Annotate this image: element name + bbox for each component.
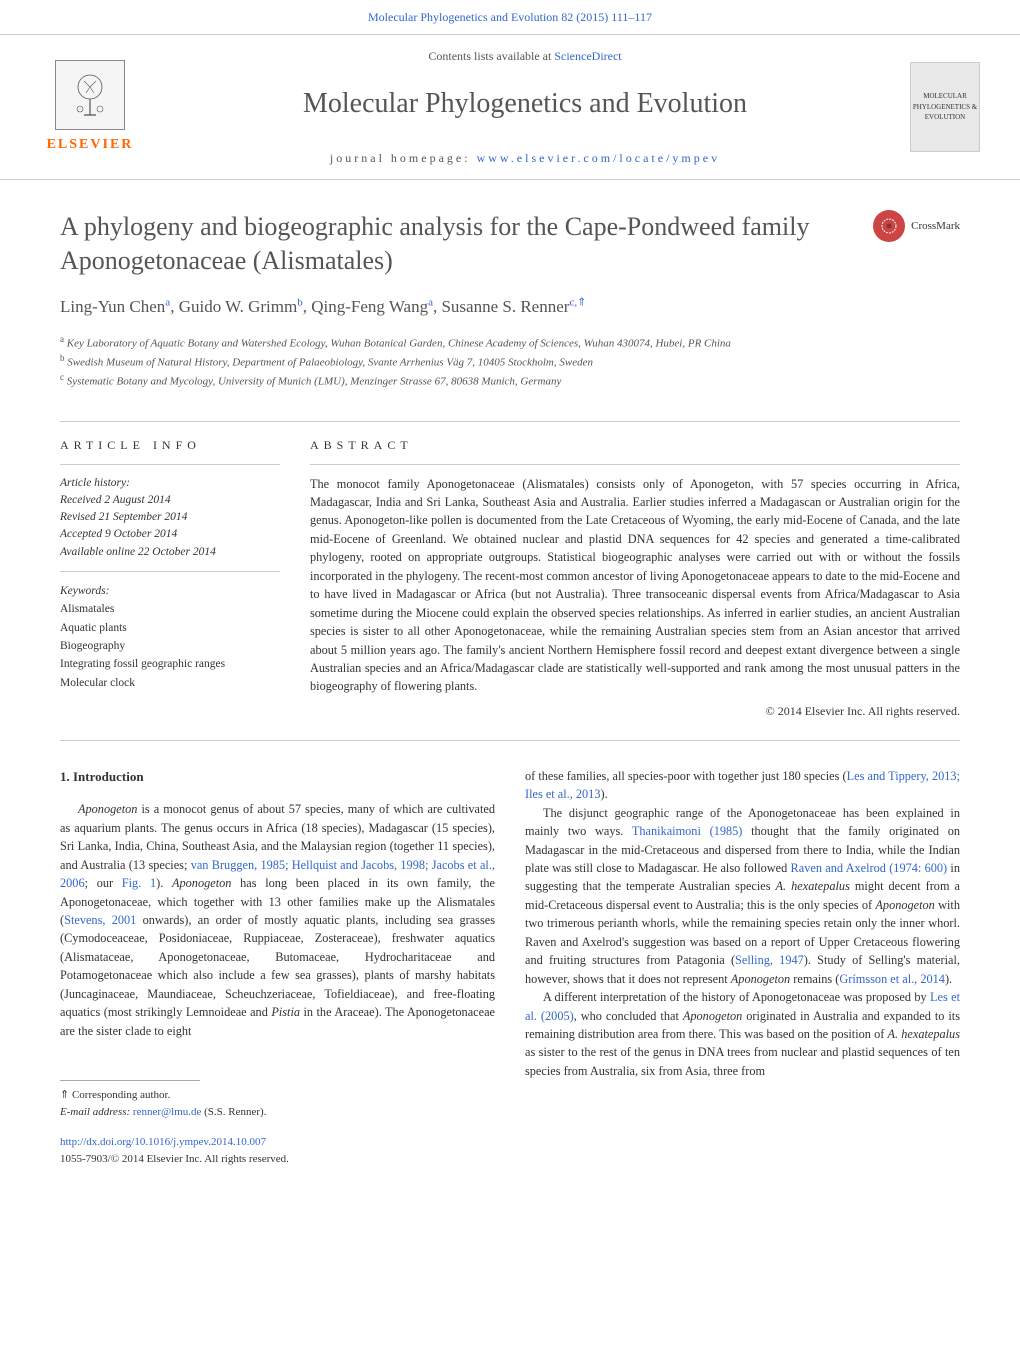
contents-prefix: Contents lists available at: [428, 49, 554, 63]
keywords-block: Keywords: AlismatalesAquatic plantsBioge…: [60, 582, 280, 692]
affiliation-b: b Swedish Museum of Natural History, Dep…: [60, 352, 960, 371]
doi-block: http://dx.doi.org/10.1016/j.ympev.2014.1…: [60, 1134, 495, 1167]
article-info-label: article info: [60, 426, 280, 465]
contents-line: Contents lists available at ScienceDirec…: [140, 47, 910, 65]
keyword-item: Biogeography: [60, 637, 280, 655]
crossmark-label: CrossMark: [911, 218, 960, 235]
email-note: E-mail address: renner@lmu.de (S.S. Renn…: [60, 1104, 495, 1121]
body-columns: 1. Introduction Aponogeton is a monocot …: [0, 741, 1020, 1193]
homepage-prefix: journal homepage:: [330, 151, 477, 165]
elsevier-tree-icon: [55, 60, 125, 130]
article-history: Article history: Received 2 August 2014 …: [60, 475, 280, 572]
abstract-label: abstract: [310, 426, 960, 465]
revised-date: Revised 21 September 2014: [60, 511, 187, 523]
journal-title: Molecular Phylogenetics and Evolution: [140, 83, 910, 125]
issn-line: 1055-7903/© 2014 Elsevier Inc. All right…: [60, 1153, 289, 1165]
homepage-link[interactable]: www.elsevier.com/locate/ympev: [477, 151, 721, 165]
crossmark-badge[interactable]: CrossMark: [873, 210, 960, 242]
intro-text-right: of these families, all species-poor with…: [525, 767, 960, 1080]
accepted-date: Accepted 9 October 2014: [60, 528, 177, 540]
journal-citation[interactable]: Molecular Phylogenetics and Evolution 82…: [0, 0, 1020, 34]
abstract-column: abstract The monocot family Aponogetonac…: [310, 426, 960, 720]
body-col-right: of these families, all species-poor with…: [525, 767, 960, 1167]
elsevier-logo: ELSEVIER: [40, 60, 140, 155]
abstract-copyright: © 2014 Elsevier Inc. All rights reserved…: [310, 702, 960, 720]
article-title: A phylogeny and biogeographic analysis f…: [60, 210, 880, 278]
keyword-item: Integrating fossil geographic ranges: [60, 655, 280, 673]
keyword-item: Aquatic plants: [60, 619, 280, 637]
header-center: Contents lists available at ScienceDirec…: [140, 47, 910, 167]
homepage-line: journal homepage: www.elsevier.com/locat…: [140, 149, 910, 167]
elsevier-wordmark: ELSEVIER: [47, 134, 134, 155]
body-col-left: 1. Introduction Aponogeton is a monocot …: [60, 767, 495, 1167]
affiliation-c: c Systematic Botany and Mycology, Univer…: [60, 371, 960, 390]
doi-link[interactable]: http://dx.doi.org/10.1016/j.ympev.2014.1…: [60, 1136, 266, 1148]
intro-heading: 1. Introduction: [60, 767, 495, 787]
author-list: Ling-Yun Chena, Guido W. Grimmb, Qing-Fe…: [60, 294, 960, 320]
affiliation-a: a Key Laboratory of Aquatic Botany and W…: [60, 333, 960, 352]
corresponding-note: ⇑ Corresponding author.: [60, 1087, 495, 1104]
journal-cover-thumb: MOLECULAR PHYLOGENETICS & EVOLUTION: [910, 62, 980, 152]
abstract-text: The monocot family Aponogetonaceae (Alis…: [310, 475, 960, 696]
sciencedirect-link[interactable]: ScienceDirect: [554, 49, 621, 63]
journal-header: ELSEVIER Contents lists available at Sci…: [0, 34, 1020, 180]
email-link[interactable]: renner@lmu.de: [133, 1106, 201, 1118]
footnote-rule: [60, 1080, 200, 1081]
article-info-column: article info Article history: Received 2…: [60, 426, 280, 720]
keyword-item: Alismatales: [60, 600, 280, 618]
crossmark-icon: [873, 210, 905, 242]
intro-text-left: Aponogeton is a monocot genus of about 5…: [60, 800, 495, 1040]
affiliations: a Key Laboratory of Aquatic Botany and W…: [60, 333, 960, 390]
info-abstract-row: article info Article history: Received 2…: [60, 421, 960, 720]
keyword-item: Molecular clock: [60, 674, 280, 692]
received-date: Received 2 August 2014: [60, 494, 171, 506]
keyword-list: AlismatalesAquatic plantsBiogeographyInt…: [60, 600, 280, 692]
article-header: A phylogeny and biogeographic analysis f…: [0, 180, 1020, 401]
keywords-label: Keywords:: [60, 582, 280, 600]
history-label: Article history:: [60, 477, 130, 489]
online-date: Available online 22 October 2014: [60, 546, 216, 558]
